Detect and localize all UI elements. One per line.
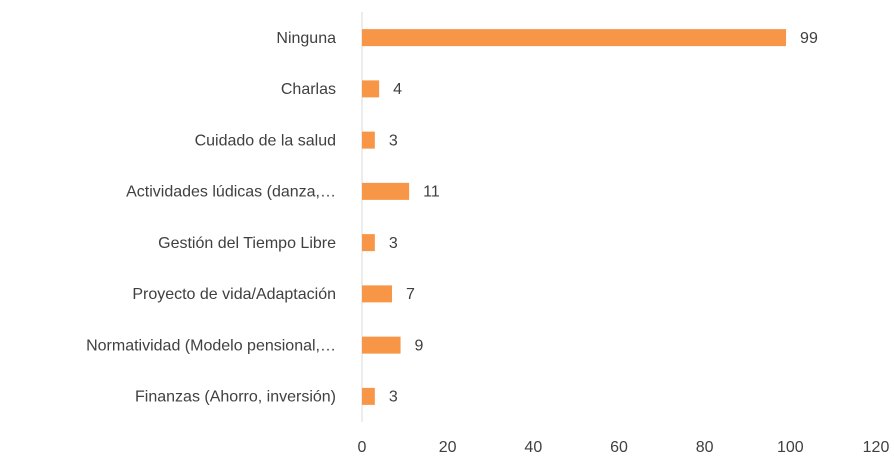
x-tick-label: 40	[524, 439, 542, 456]
y-tick-label: Cuidado de la salud	[195, 132, 336, 149]
value-label: 3	[389, 389, 398, 406]
x-tick-label: 100	[777, 439, 804, 456]
y-tick-label: Normatividad (Modelo pensional,…	[86, 337, 336, 354]
bar	[362, 29, 787, 47]
y-tick-label: Charlas	[281, 81, 336, 98]
y-tick-label: Finanzas (Ahorro, inversión)	[135, 389, 336, 406]
x-tick-label: 20	[439, 439, 457, 456]
value-label: 4	[393, 81, 402, 98]
bar	[362, 182, 410, 200]
bar	[362, 131, 375, 149]
bar	[362, 285, 392, 303]
value-label: 11	[423, 184, 440, 201]
value-label: 3	[389, 235, 398, 252]
x-tick-label: 60	[610, 439, 628, 456]
x-tick-label: 120	[863, 439, 890, 456]
bar	[362, 80, 380, 98]
bar	[362, 234, 375, 252]
value-label: 7	[406, 286, 415, 303]
bar	[362, 387, 375, 405]
y-tick-label: Proyecto de vida/Adaptación	[132, 286, 336, 303]
y-tick-label: Actividades lúdicas (danza,…	[126, 184, 336, 201]
value-label: 3	[389, 132, 398, 149]
x-tick-label: 0	[358, 439, 367, 456]
x-tick-label: 80	[696, 439, 714, 456]
y-tick-label: Gestión del Tiempo Libre	[158, 235, 336, 252]
value-label: 9	[415, 337, 424, 354]
value-label: 99	[800, 30, 818, 47]
bar	[362, 336, 401, 354]
y-tick-label: Ninguna	[276, 30, 336, 47]
